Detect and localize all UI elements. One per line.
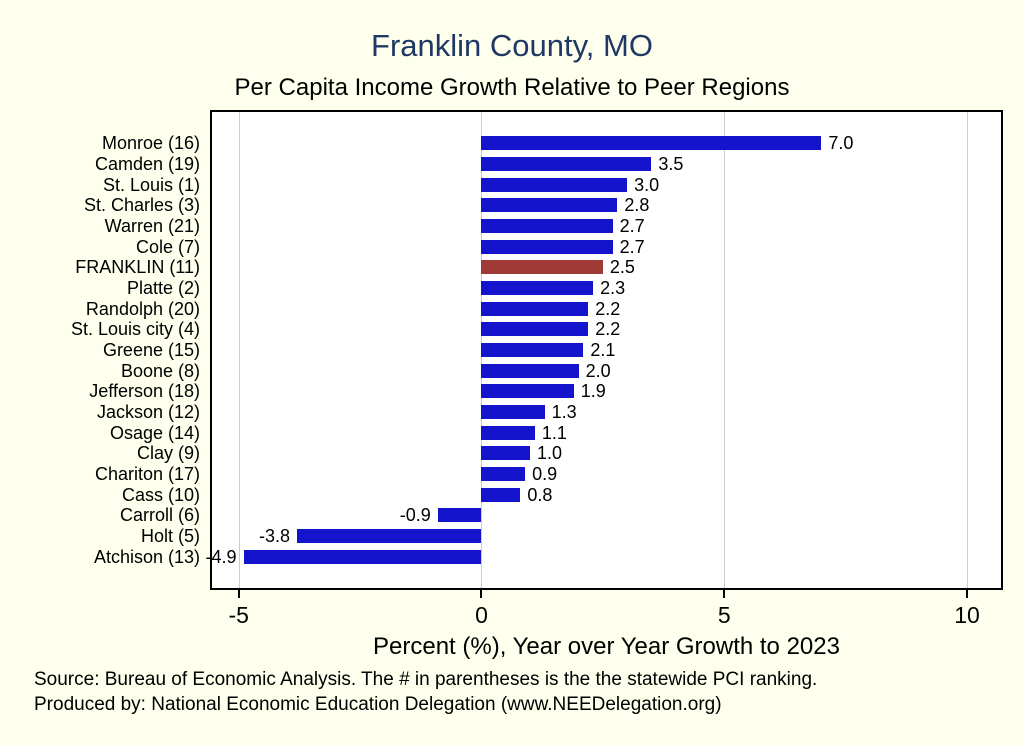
value-label: 3.0 — [634, 174, 660, 195]
bar-highlight — [481, 260, 603, 275]
bar — [481, 343, 584, 357]
value-label: 2.5 — [609, 257, 635, 278]
value-label: 2.3 — [600, 278, 626, 298]
bar — [481, 239, 613, 254]
value-label: 2.7 — [619, 216, 645, 236]
category-label: Cole (7) — [135, 236, 200, 257]
value-label: 2.8 — [624, 195, 650, 216]
category-label: Carroll (6) — [119, 505, 200, 526]
x-axis-title: Percent (%), Year over Year Growth to 20… — [373, 633, 840, 660]
value-label: 1.9 — [580, 381, 606, 402]
x-tick-label: 0 — [475, 602, 488, 628]
x-tick-mark — [723, 590, 726, 598]
bar — [481, 363, 579, 378]
value-label: 2.2 — [595, 319, 621, 340]
category-labels: Monroe (16) Camden (19) St. Louis (1) St. C… — [0, 133, 203, 567]
value-label: 0.8 — [527, 484, 553, 505]
value-label: 7.0 — [828, 133, 854, 154]
bar — [481, 467, 526, 481]
footer-source-line: Source: Bureau of Economic Analysis. The… — [34, 669, 818, 690]
category-label: Holt (5) — [140, 526, 200, 546]
category-label: Jackson (12) — [96, 402, 200, 422]
value-label: -3.8 — [258, 526, 290, 546]
gridline — [724, 112, 726, 588]
x-tick-label: -5 — [228, 602, 249, 628]
value-label: 2.1 — [590, 340, 616, 360]
x-tick-mark — [966, 590, 968, 598]
category-label: FRANKLIN (11) — [75, 257, 200, 278]
value-label: 1.1 — [541, 422, 567, 443]
bar — [481, 198, 618, 213]
category-label: Randolph (20) — [85, 298, 200, 319]
footer-produced-line: Produced by: National Economic Education… — [34, 694, 722, 715]
value-label: -4.9 — [205, 546, 237, 567]
bar — [481, 219, 613, 233]
category-label: Warren (21) — [104, 216, 200, 236]
category-label: Atchison (13) — [93, 546, 200, 567]
gridline — [238, 112, 240, 588]
x-tick-label: 10 — [954, 602, 980, 628]
bar — [481, 281, 594, 295]
bar — [296, 529, 482, 543]
footer: Source: Bureau of Economic Analysis. The… — [34, 667, 817, 717]
bar — [481, 487, 521, 502]
value-label: 0.9 — [532, 464, 558, 484]
category-label: Greene (15) — [102, 340, 200, 360]
bar — [437, 508, 482, 523]
x-axis-ticks: -5 0 5 10 — [212, 590, 1001, 634]
chart-subtitle: Per Capita Income Growth Relative to Pee… — [234, 74, 790, 101]
category-label: Osage (14) — [109, 422, 200, 443]
category-label: Camden (19) — [94, 153, 200, 174]
x-tick-mark — [237, 590, 240, 598]
bar — [481, 177, 628, 192]
category-label: Monroe (16) — [101, 133, 200, 154]
value-label: 2.0 — [585, 360, 611, 381]
bar-rows: 7.0 3.5 3.0 2.8 2.7 2.7 2.5 2.3 2.2 2.2 2.1 2.0 1.9 1… — [206, 133, 1001, 567]
category-label: St. Louis city (4) — [70, 319, 200, 340]
plot-area: 7.0 3.5 3.0 2.8 2.7 2.7 2.5 2.3 2.2 2.2 2.1 2.0 1.9 1… — [206, 110, 1003, 590]
x-tick-mark — [480, 590, 483, 598]
category-label: Boone (8) — [120, 360, 200, 381]
value-label: 2.2 — [595, 298, 621, 319]
x-tick-label: 5 — [717, 602, 731, 628]
chart-title: Franklin County, MO — [371, 28, 653, 63]
category-label: Platte (2) — [126, 278, 200, 298]
value-label: 1.3 — [551, 402, 577, 422]
category-label: Jefferson (18) — [89, 381, 200, 402]
bar — [481, 156, 652, 171]
bar — [481, 425, 535, 440]
value-label: 3.5 — [658, 153, 684, 174]
bar — [481, 405, 545, 419]
bar — [481, 446, 531, 461]
bar — [481, 322, 589, 337]
value-label: 2.7 — [619, 236, 645, 257]
category-label: Chariton (17) — [94, 464, 200, 484]
category-label: Clay (9) — [136, 443, 200, 464]
bar — [481, 384, 574, 399]
value-label: 1.0 — [537, 443, 563, 464]
bar — [481, 136, 822, 151]
category-label: Cass (10) — [121, 484, 200, 505]
bar — [243, 549, 482, 564]
gridline — [967, 112, 968, 588]
category-label: St. Louis (1) — [102, 174, 200, 195]
bar — [481, 301, 589, 316]
value-label: -0.9 — [399, 505, 431, 526]
category-label: St. Charles (3) — [83, 195, 200, 216]
